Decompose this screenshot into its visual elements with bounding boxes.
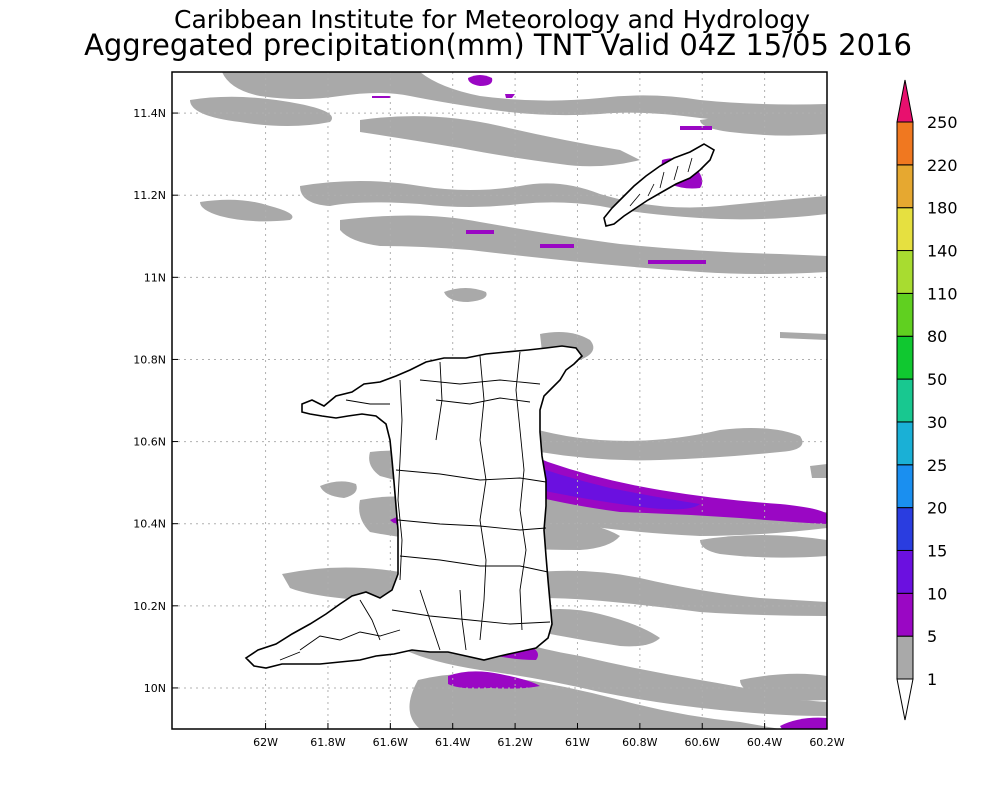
colorbar-upper-arrow	[896, 79, 914, 123]
colorbar-label: 80	[927, 327, 947, 346]
map-plot-area: 62W 61.8W 61.6W 61.4W 61.2W 61W 60.8W 60.6W 60.4…	[133, 71, 845, 749]
colorbar-label: 50	[927, 370, 947, 389]
lat-tick-label: 11.2N	[133, 189, 166, 202]
lon-tick-label: 61.6W	[373, 736, 408, 749]
lon-tick-labels: 62W 61.8W 61.6W 61.4W 61.2W 61W 60.8W 60.6W 60.4…	[253, 723, 845, 749]
colorbar-label: 30	[927, 413, 947, 432]
lon-tick-label: 60.2W	[809, 736, 844, 749]
lat-tick-label: 11N	[144, 271, 166, 284]
lon-tick-label: 60.8W	[622, 736, 657, 749]
trinidad-coastline	[244, 345, 584, 669]
lat-tick-label: 10.6N	[133, 436, 166, 449]
lat-tick-labels: 10N 10.2N 10.4N 10.6N 10.8N 11N 11.2N 11.4N	[133, 107, 178, 695]
colorbar-box	[896, 421, 914, 466]
colorbar-label: 140	[927, 242, 958, 261]
colorbar-box	[896, 549, 914, 594]
colorbar-label: 25	[927, 456, 947, 475]
colorbar-label: 110	[927, 284, 958, 303]
lon-tick-label: 61.2W	[497, 736, 532, 749]
colorbar-label: 250	[927, 113, 958, 132]
lon-tick-label: 60.6W	[685, 736, 720, 749]
title-product: Aggregated precipitation(mm) TNT Valid 0…	[84, 28, 912, 62]
lat-tick-label: 10N	[144, 682, 166, 695]
colorbar-label: 20	[927, 499, 947, 518]
colorbar-box	[896, 464, 914, 509]
colorbar-label: 220	[927, 156, 958, 175]
colorbar-label: 15	[927, 541, 947, 560]
lon-tick-label: 61W	[565, 736, 590, 749]
map-frame	[171, 71, 828, 730]
coastline-layer	[244, 143, 715, 669]
colorbar-box	[896, 292, 914, 337]
title-institute: Caribbean Institute for Meteorology and …	[174, 5, 810, 34]
colorbar-box	[896, 507, 914, 551]
lon-tick-label: 61.4W	[435, 736, 470, 749]
colorbar-box	[896, 592, 914, 637]
colorbar-box	[896, 335, 914, 380]
colorbar-box	[896, 207, 914, 252]
colorbar-box	[896, 121, 914, 166]
colorbar-label: 1	[927, 670, 937, 689]
colorbar-label: 180	[927, 199, 958, 218]
trinidad-internal-boundaries	[279, 351, 551, 661]
colorbar-box	[896, 250, 914, 294]
lat-tick-label: 10.4N	[133, 518, 166, 531]
colorbar-lower-arrow	[896, 678, 914, 721]
lat-tick-label: 10.2N	[133, 600, 166, 613]
lon-tick-label: 61.8W	[310, 736, 345, 749]
map-gridlines	[172, 72, 827, 729]
lat-tick-label: 11.4N	[133, 107, 166, 120]
colorbar-box	[896, 378, 914, 423]
colorbar-label: 10	[927, 584, 947, 603]
colorbar-label: 5	[927, 627, 937, 646]
lon-tick-label: 60.4W	[747, 736, 782, 749]
tobago-coastline	[603, 143, 715, 227]
colorbar-box	[896, 635, 914, 680]
tobago-internal-boundaries	[629, 157, 693, 207]
colorbar-box	[896, 164, 914, 209]
lon-tick-label: 62W	[253, 736, 278, 749]
lat-tick-label: 10.8N	[133, 353, 166, 366]
